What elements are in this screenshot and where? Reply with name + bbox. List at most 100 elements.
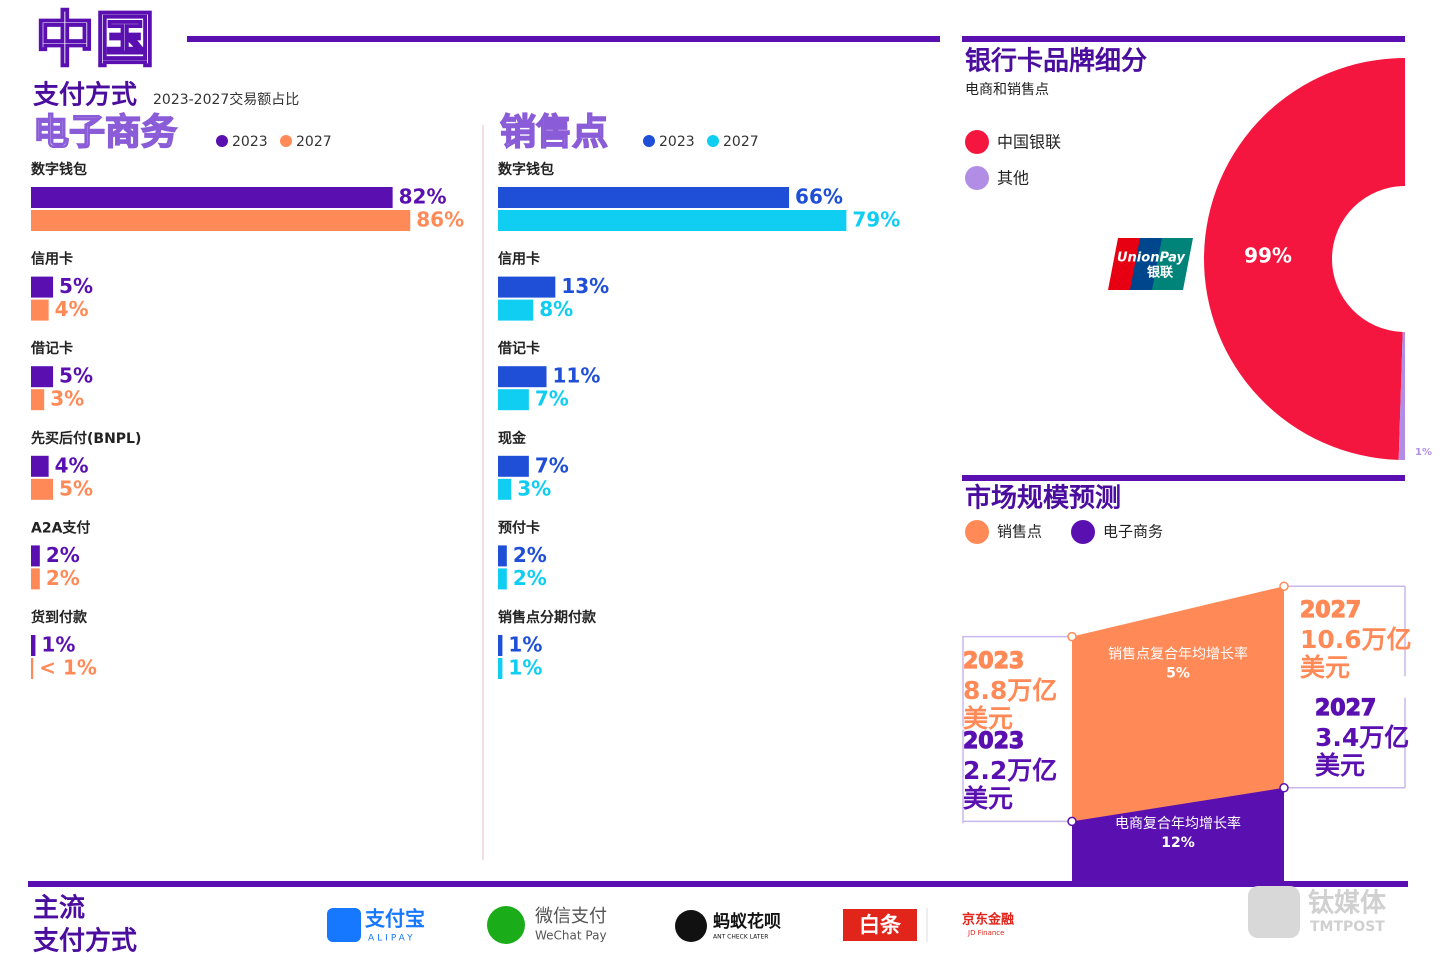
- bar: [31, 658, 34, 679]
- bar: [498, 455, 529, 477]
- value-label: < 1%: [39, 656, 97, 680]
- watermark-icon: [1248, 886, 1300, 938]
- value-label: 5%: [59, 364, 93, 388]
- logo-text: WeChat Pay: [535, 929, 607, 943]
- page-subtitle: 支付方式: [33, 80, 137, 111]
- legend-marker: [965, 166, 989, 190]
- bracket: [962, 635, 1072, 727]
- bar: [498, 366, 547, 388]
- pie-slice: [1398, 331, 1405, 460]
- category-label: 数字钱包: [498, 161, 554, 178]
- bar: [498, 276, 556, 298]
- category-label: 信用卡: [31, 251, 73, 268]
- value-label: 1%: [508, 633, 542, 657]
- value-label: 7%: [535, 453, 569, 477]
- logo-text: 微信支付: [535, 906, 607, 927]
- page-note: 2023-2027交易额占比: [153, 91, 299, 108]
- marker: [1279, 783, 1289, 793]
- value-label: 2%: [513, 566, 547, 590]
- bar: [31, 568, 40, 590]
- logo-text: ALIPAY: [368, 934, 416, 944]
- marker: [1279, 581, 1289, 591]
- pie-slice: [1203, 58, 1405, 460]
- logo-text: 白条: [859, 913, 902, 937]
- legend-label: 中国银联: [997, 133, 1061, 152]
- value-label: 8%: [539, 297, 573, 321]
- value-label: 2%: [46, 566, 80, 590]
- value-label: 79%: [852, 208, 900, 232]
- legend-marker: [1071, 520, 1095, 544]
- legend-marker: [216, 135, 228, 147]
- bracket: [1284, 697, 1406, 789]
- value-label: 66%: [795, 185, 843, 209]
- legend-label: 2023: [232, 134, 268, 150]
- legend-marker: [965, 520, 989, 544]
- bar: [498, 210, 847, 231]
- footer-title: 支付方式: [33, 926, 137, 957]
- category-label: 货到付款: [30, 609, 88, 626]
- annotation: 销售点复合年均增长率: [1108, 646, 1248, 663]
- category-label: 借记卡: [497, 340, 540, 357]
- category-label: 数字钱包: [31, 161, 87, 178]
- watermark: 钛媒体: [1308, 889, 1387, 919]
- bar: [31, 545, 40, 567]
- value-label: 5%: [59, 274, 93, 298]
- unionpay-logo: UnionPay 银联: [1108, 238, 1193, 290]
- logo-text: JD Finance: [967, 929, 1004, 937]
- legend-label: 销售点: [997, 523, 1042, 541]
- logo-text: UnionPay: [1117, 251, 1186, 266]
- category-label: 先买后付(BNPL): [31, 430, 141, 447]
- category-label: 销售点分期付款: [498, 609, 597, 626]
- chart-title: 银行卡品牌细分: [965, 46, 1147, 77]
- value-label: 11%: [553, 364, 601, 388]
- bar: [31, 366, 54, 388]
- bar: [31, 389, 45, 411]
- annotation: 5%: [1166, 666, 1190, 682]
- value-label: 86%: [416, 208, 464, 232]
- footer-title: 主流: [33, 894, 85, 924]
- chart-title: 销售点: [500, 112, 608, 153]
- logo-text: ANT CHECK LATER: [713, 934, 768, 941]
- bar: [498, 299, 534, 321]
- legend-marker: [280, 135, 292, 147]
- bar: [498, 478, 512, 500]
- bar: [498, 545, 507, 567]
- alipay-icon: [327, 908, 361, 942]
- value-label: 3%: [517, 476, 551, 500]
- value-label: 10.6万亿美元: [1300, 625, 1412, 683]
- bar: [31, 478, 54, 500]
- value-label: 4%: [55, 297, 89, 321]
- logo-text: 银联: [1147, 265, 1173, 281]
- watermark: TMTPOST: [1310, 919, 1385, 935]
- bracket: [962, 729, 1072, 824]
- value-label: 8.8万亿美元: [963, 675, 1058, 733]
- value-label: 2.2万亿美元: [963, 756, 1058, 814]
- chart-title: 电子商务: [33, 112, 177, 153]
- bar: [498, 389, 529, 411]
- value-label: 82%: [399, 185, 447, 209]
- legend-marker: [643, 135, 655, 147]
- value-label: 1%: [508, 656, 542, 680]
- value-label: 2%: [46, 543, 80, 567]
- legend-label: 2023: [659, 134, 695, 150]
- value-label: 7%: [535, 387, 569, 411]
- chart-subtitle: 电商和销售点: [965, 82, 1049, 98]
- value-label: 3.4万亿美元: [1315, 722, 1410, 780]
- bar: [498, 635, 503, 656]
- value-label: 1%: [1415, 447, 1432, 458]
- legend-label: 其他: [997, 169, 1029, 188]
- annotation: 电商复合年均增长率: [1115, 815, 1241, 832]
- area: [1072, 787, 1284, 883]
- bar: [498, 187, 790, 208]
- legend-label: 2027: [296, 134, 332, 150]
- value-label: 4%: [55, 453, 89, 477]
- page-title: 中国: [35, 6, 155, 76]
- bar: [31, 455, 49, 477]
- value-label: 13%: [561, 274, 609, 298]
- marker: [1067, 631, 1077, 642]
- year-label: 2023: [962, 729, 1025, 755]
- bracket: [1284, 585, 1406, 677]
- value-label: 1%: [41, 633, 75, 657]
- year-label: 2023: [962, 648, 1025, 674]
